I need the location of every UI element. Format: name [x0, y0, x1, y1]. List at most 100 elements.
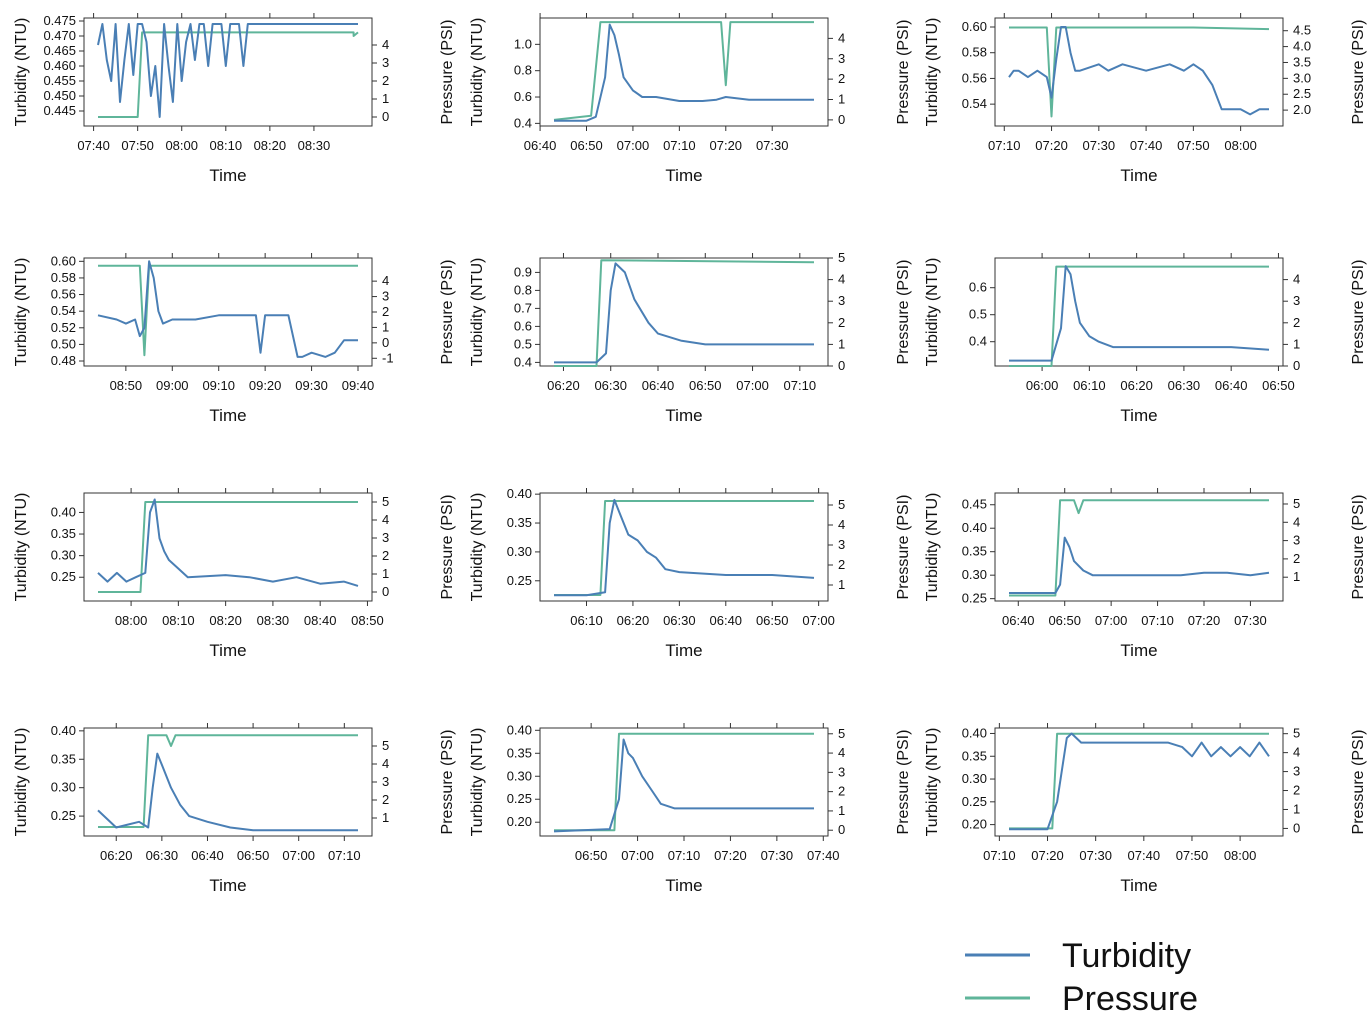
y2-tick-label: 1 [838, 577, 845, 592]
y2-tick-label: 3 [838, 293, 845, 308]
x-tick-label: 06:40 [191, 848, 224, 863]
series-line-pressure [98, 734, 358, 828]
x-tick-label: 07:30 [1079, 848, 1112, 863]
y2-tick-label: 0 [382, 335, 389, 350]
y-tick-label: 0.465 [43, 43, 76, 58]
y2-tick-label: 1 [382, 91, 389, 106]
x-tick-label: 06:40 [524, 138, 557, 153]
y-tick-label: 0.445 [43, 103, 76, 118]
x-tick-label: 06:20 [100, 848, 133, 863]
series-line-pressure [554, 732, 814, 832]
y2-tick-label: 2 [1293, 315, 1300, 330]
series-line-turbidity [97, 23, 358, 118]
y2-tick-label: 2.0 [1293, 102, 1311, 117]
y2-tick-label: 4 [382, 37, 389, 52]
x-tick-label: 07:00 [621, 848, 654, 863]
series-line-turbidity [554, 498, 815, 597]
x-tick-label: 06:30 [594, 378, 627, 393]
chart-panel: 08:00 08:10 08:20 08:30 08:40 08:50 0.25 0.30 0.… [13, 488, 456, 660]
y2-tick-label: 1 [382, 566, 389, 581]
y2-tick-label: 4.0 [1293, 39, 1311, 54]
y2-axis-title: Pressure (PSI) [1350, 730, 1367, 835]
x-axis-title: Time [209, 876, 246, 895]
x-tick-label: 07:10 [784, 378, 817, 393]
chart-panel: 07:10 07:20 07:30 07:40 07:50 08:00 0.20 0.25 0.… [924, 723, 1367, 895]
plot-frame [539, 727, 829, 837]
plot-frame [994, 17, 1284, 127]
x-axis-title: Time [1120, 406, 1157, 425]
y-tick-label: 0.4 [969, 334, 987, 349]
y2-tick-label: 3 [1293, 533, 1300, 548]
x-axis-title: Time [665, 406, 702, 425]
y-tick-label: 0.30 [507, 768, 532, 783]
plot-frame [83, 257, 373, 367]
y2-tick-label: 0 [838, 358, 845, 373]
legend-pressure-label: Pressure [1062, 980, 1198, 1015]
x-tick-label: 07:10 [663, 138, 696, 153]
legend-turbidity-label: Turbidity [1062, 937, 1191, 975]
x-tick-label: 06:20 [617, 613, 650, 628]
x-tick-label: 09:10 [202, 378, 235, 393]
y-tick-label: 0.40 [507, 722, 532, 737]
series-line-pressure [1009, 265, 1269, 367]
y2-tick-label: -1 [382, 350, 394, 365]
y-tick-label: 0.54 [51, 303, 76, 318]
y-tick-label: 0.60 [51, 253, 76, 268]
y2-tick-label: 0 [382, 584, 389, 599]
y2-axis-title: Pressure (PSI) [1350, 260, 1367, 365]
y-tick-label: 0.6 [514, 318, 532, 333]
y-axis-title: Turbidity (NTU) [13, 258, 30, 367]
y-tick-label: 0.5 [514, 336, 532, 351]
plot-frame [539, 492, 829, 602]
y2-axis-title: Pressure (PSI) [439, 20, 456, 125]
x-tick-label: 06:50 [575, 848, 608, 863]
y2-axis-title: Pressure (PSI) [1350, 495, 1367, 600]
x-tick-label: 08:00 [115, 613, 148, 628]
series-line-turbidity [554, 262, 814, 364]
y2-tick-label: 3 [382, 55, 389, 70]
y-tick-label: 0.475 [43, 13, 76, 28]
chart-panel: 06:10 06:20 06:30 06:40 06:50 07:00 0.25 0.30 0.… [469, 486, 912, 660]
y2-tick-label: 3 [838, 51, 845, 66]
x-axis-title: Time [209, 406, 246, 425]
chart-panel: 06:50 07:00 07:10 07:20 07:30 07:40 0.20 0.25 0.… [469, 722, 912, 895]
y2-tick-label: 4 [382, 512, 389, 527]
x-axis-title: Time [665, 641, 702, 660]
y-tick-label: 0.8 [514, 282, 532, 297]
x-tick-label: 07:30 [756, 138, 789, 153]
y2-tick-label: 5 [382, 738, 389, 753]
y-tick-label: 0.30 [962, 567, 987, 582]
y2-axis-title: Pressure (PSI) [439, 495, 456, 600]
y2-axis-title: Pressure (PSI) [439, 730, 456, 835]
y-tick-label: 0.60 [962, 19, 987, 34]
y-axis-title: Turbidity (NTU) [924, 728, 941, 837]
y-tick-label: 0.25 [962, 591, 987, 606]
plot-frame [539, 17, 829, 127]
series-line-turbidity [554, 23, 814, 122]
series-line-turbidity [553, 738, 814, 833]
y2-axis-title: Pressure (PSI) [1350, 20, 1367, 125]
chart-panel: 08:50 09:00 09:10 09:20 09:30 09:400.480.500.… [13, 253, 456, 425]
x-tick-label: 07:00 [802, 613, 835, 628]
x-tick-label: 06:30 [1168, 378, 1201, 393]
y2-tick-label: 4 [838, 272, 845, 287]
y-tick-label: 0.6 [514, 89, 532, 104]
series-line-pressure [1009, 26, 1270, 118]
y2-tick-label: 0 [838, 112, 845, 127]
y-tick-label: 0.56 [51, 287, 76, 302]
panel-grid: 07:40 07:50 08:00 08:10 08:20 08:300.4450.450… [13, 13, 1367, 895]
series-line-pressure [98, 31, 359, 118]
chart-panel: 06:20 06:30 06:40 06:50 07:00 07:10 0.25 0.30 0.… [13, 723, 456, 895]
x-tick-label: 07:20 [1188, 613, 1221, 628]
y-tick-label: 0.25 [507, 791, 532, 806]
x-tick-label: 06:40 [710, 613, 743, 628]
x-tick-label: 07:10 [668, 848, 701, 863]
y-tick-label: 0.30 [51, 780, 76, 795]
y2-tick-label: 4 [382, 273, 389, 288]
x-tick-label: 06:50 [1262, 378, 1295, 393]
y2-tick-label: 1 [1293, 336, 1300, 351]
y2-tick-label: 5 [1293, 496, 1300, 511]
y-tick-label: 0.450 [43, 88, 76, 103]
y2-tick-label: 1 [1293, 801, 1300, 816]
plot-frame [994, 257, 1284, 367]
